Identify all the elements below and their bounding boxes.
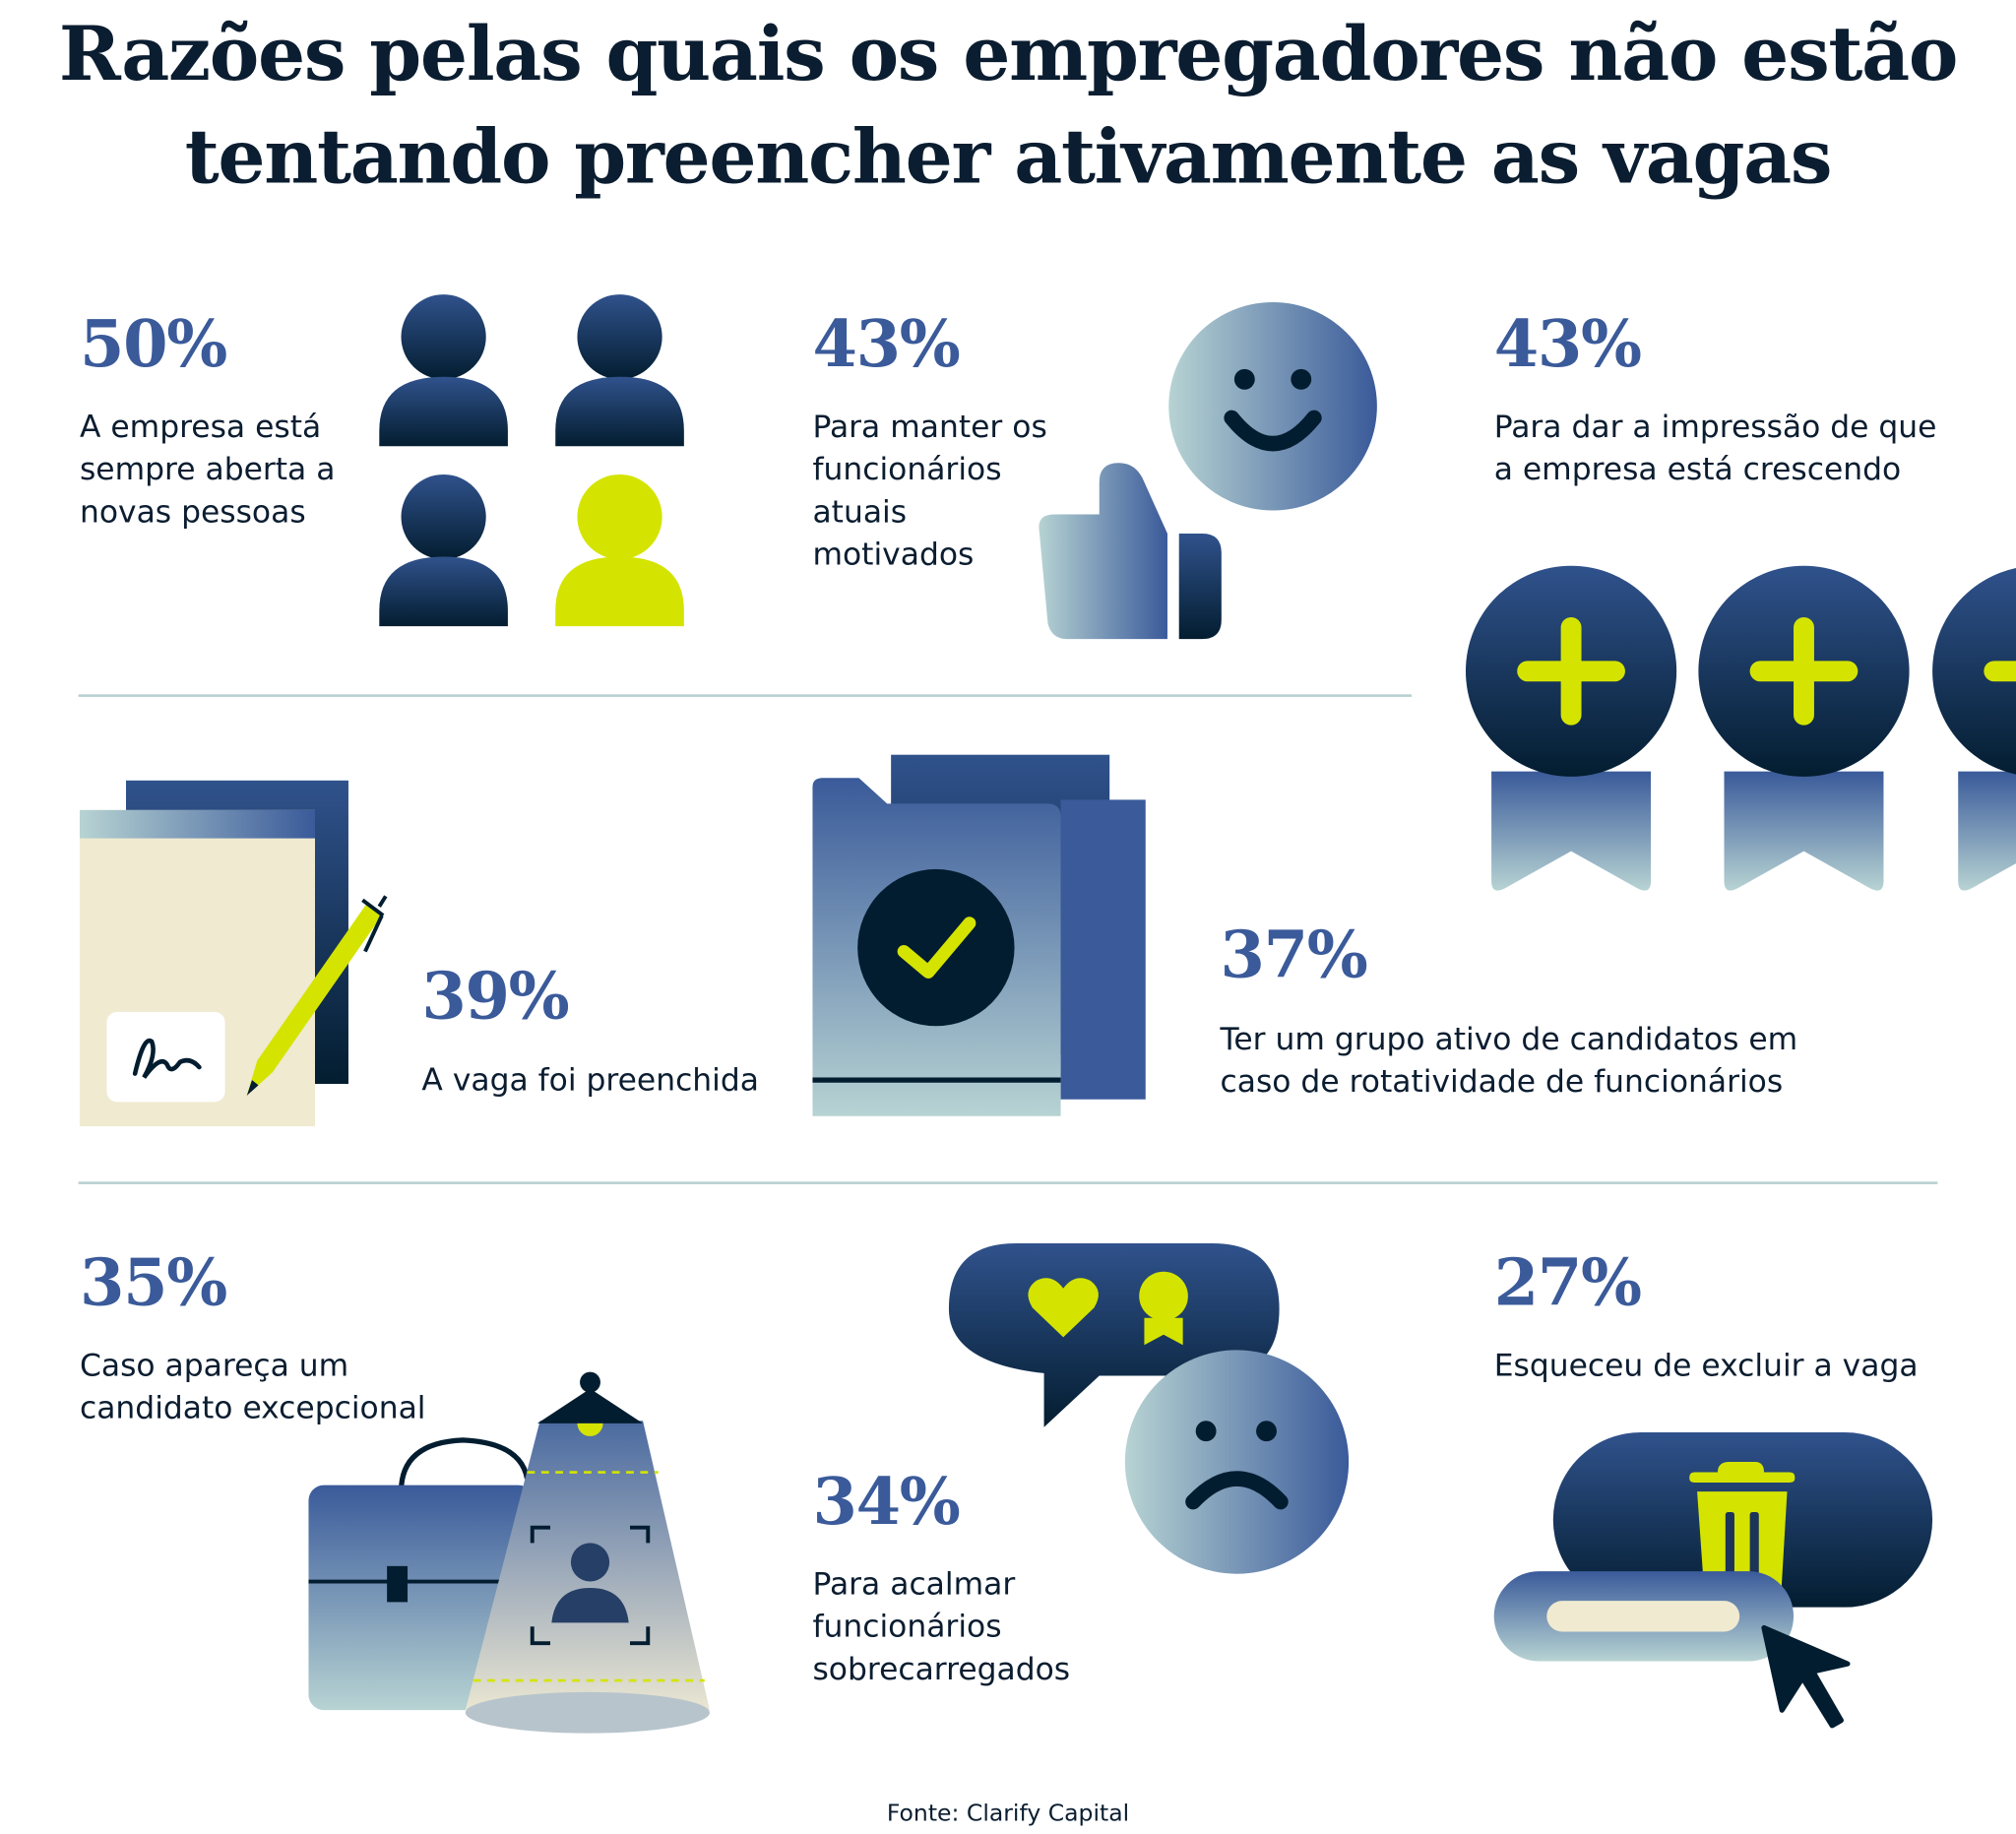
people-icon	[379, 294, 684, 627]
delete-button-cursor-icon	[1493, 1432, 1933, 1729]
stat-percent: 35%	[79, 1244, 227, 1321]
stat-percent: 34%	[812, 1463, 960, 1540]
divider	[78, 1181, 1938, 1184]
stat-percent: 37%	[1220, 917, 1368, 993]
stat-description: Ter um grupo ativo de candidatos em caso…	[1220, 1021, 1798, 1100]
briefcase-spotlight-icon	[308, 1371, 710, 1734]
stat-description: Caso apareça um candidato excepcional	[79, 1347, 426, 1426]
plus-medal-icon	[1465, 565, 2016, 891]
stat-description: Para acalmar funcionários sobrecarregado…	[812, 1565, 1071, 1687]
stat-percent: 50%	[79, 305, 227, 382]
stat-description: A empresa está sempre aberta a novas pes…	[79, 409, 336, 531]
source-note: Fonte: Clarify Capital	[886, 1800, 1130, 1827]
thumbs-up-smiley-icon	[1039, 301, 1377, 640]
stat-description: Para dar a impressão de que a empresa es…	[1493, 409, 1937, 488]
divider	[78, 694, 1413, 697]
page-title-line1: Razões pelas quais os empregadores não e…	[58, 10, 1959, 98]
stat-percent: 43%	[812, 305, 960, 382]
page-title-line2: tentando preencher ativamente as vagas	[184, 112, 1833, 201]
signed-document-icon	[79, 780, 388, 1127]
stat-description: Para manter os funcionários atuais motiv…	[812, 409, 1047, 573]
stat-description: Esqueceu de excluir a vaga	[1493, 1347, 1919, 1384]
stat-percent: 27%	[1493, 1244, 1642, 1321]
stat-description: A vaga foi preenchida	[421, 1061, 759, 1099]
folder-check-icon	[812, 754, 1146, 1116]
stat-percent: 43%	[1493, 305, 1642, 382]
stat-percent: 39%	[421, 958, 569, 1035]
chat-sad-face-icon	[948, 1243, 1350, 1574]
